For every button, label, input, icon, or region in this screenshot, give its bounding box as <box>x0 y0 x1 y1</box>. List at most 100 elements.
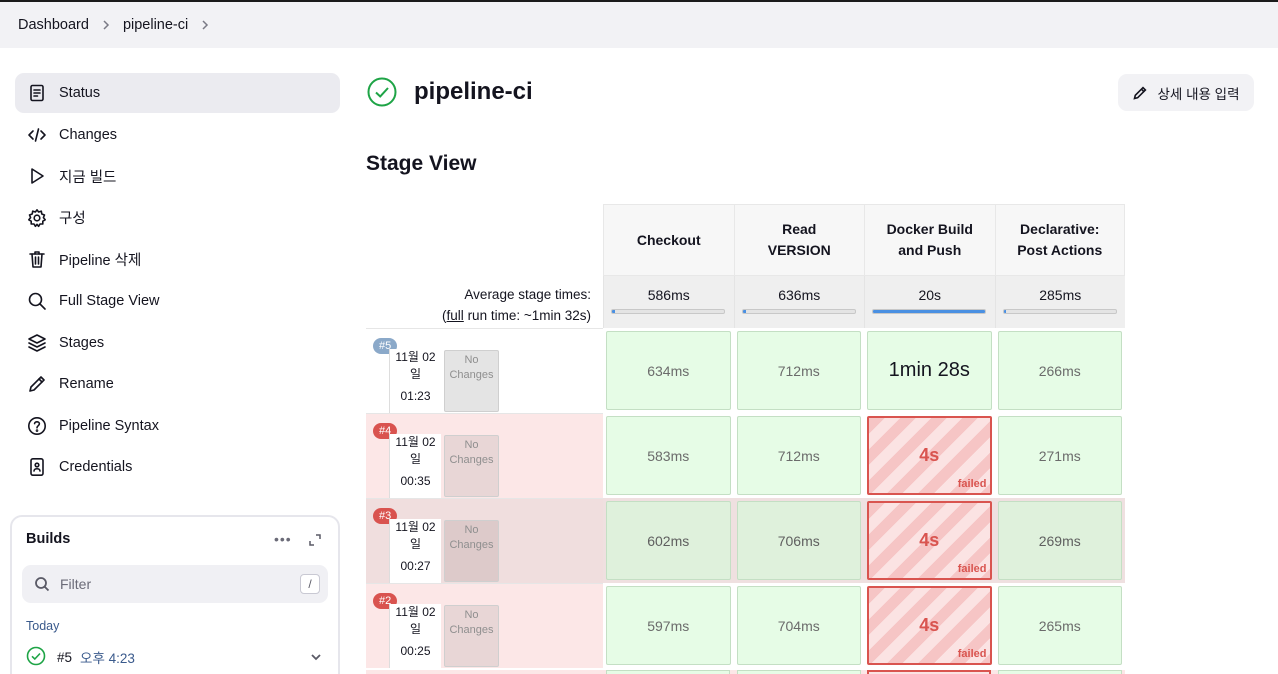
stage-cell[interactable]: 704ms <box>734 583 865 668</box>
stage-success-box[interactable]: 712ms <box>736 331 861 410</box>
layers-icon <box>27 333 47 353</box>
more-options-icon[interactable]: ••• <box>274 531 292 547</box>
stage-success-box[interactable]: 265ms <box>997 586 1122 665</box>
stage-success-box[interactable]: 602ms <box>606 501 731 580</box>
chevron-down-icon[interactable] <box>310 651 322 666</box>
stage-success-box[interactable]: 634ms <box>606 331 731 410</box>
stage-header-docker-build: Docker Build and Push <box>864 204 995 276</box>
builds-filter[interactable]: / <box>22 565 328 603</box>
average-time-value: 636ms <box>778 287 821 303</box>
stage-cell[interactable]: 634ms <box>603 328 734 413</box>
full-run-time-link[interactable]: full <box>446 308 464 323</box>
filter-input[interactable] <box>60 576 280 592</box>
stage-duration: 266ms <box>1038 362 1081 379</box>
sidebar-item-label: Credentials <box>59 459 133 476</box>
run-row: #2 11월 02 일 00:25 No Changes 597ms 704ms 4s faile… <box>366 583 1126 668</box>
run-date: 11월 02 일 01:23 <box>389 349 441 413</box>
run-changes[interactable]: No Changes <box>444 350 499 412</box>
average-time-value: 586ms <box>647 287 690 303</box>
expand-icon[interactable] <box>307 532 323 548</box>
stage-duration: 1min 28s <box>888 359 970 381</box>
run-changes[interactable]: No Changes <box>444 435 499 497</box>
average-time-value: 285ms <box>1039 287 1082 303</box>
sidebar-item-rename[interactable]: Rename <box>15 364 340 404</box>
next-run-row-partial <box>366 670 1125 674</box>
stage-success-box[interactable]: 269ms <box>997 501 1122 580</box>
stage-failed-box[interactable]: 4s failed <box>867 416 992 495</box>
trash-icon <box>27 249 47 269</box>
stage-cell[interactable]: 706ms <box>734 498 865 583</box>
stage-cell[interactable]: 266ms <box>995 328 1126 413</box>
builds-title: Builds <box>26 531 71 547</box>
play-icon <box>27 166 47 186</box>
average-time-bar-fill <box>742 310 746 313</box>
stage-duration: 4s <box>919 445 940 465</box>
stage-success-box[interactable]: 704ms <box>736 586 861 665</box>
build-time: 오후 4:23 <box>80 651 135 666</box>
run-date-text: 11월 02 일 <box>395 350 436 381</box>
sidebar: Status Changes 지금 빌드 구성 Pipeline 삭제 Full… <box>15 73 340 489</box>
sidebar-item-stages[interactable]: Stages <box>15 323 340 363</box>
run-changes[interactable]: No Changes <box>444 605 499 667</box>
chevron-right-icon[interactable] <box>200 20 210 30</box>
sidebar-item-changes[interactable]: Changes <box>15 115 340 155</box>
sidebar-item-label: Status <box>59 85 101 101</box>
stage-failed-box[interactable]: 4s failed <box>867 501 992 580</box>
stage-cell[interactable]: 4s failed <box>864 583 995 668</box>
sidebar-item-label: Stages <box>59 334 105 351</box>
average-time-bar <box>1002 309 1117 314</box>
sidebar-item-credentials[interactable]: Credentials <box>15 447 340 487</box>
stage-failed-box[interactable]: 4s failed <box>867 586 992 665</box>
failed-tag: failed <box>957 648 987 660</box>
stage-success-box[interactable]: 1min 28s <box>867 331 992 410</box>
stage-cell[interactable]: 712ms <box>734 328 865 413</box>
stage-cell[interactable]: 265ms <box>995 583 1126 668</box>
stage-view-table: Checkout Read VERSION Docker Build and Pus… <box>366 204 1126 674</box>
sidebar-item-delete-pipeline[interactable]: Pipeline 삭제 <box>15 239 340 279</box>
full-run-time-text: run time: ~1min 32s) <box>463 308 591 323</box>
stage-success-box[interactable]: 706ms <box>736 501 861 580</box>
chevron-right-icon[interactable] <box>101 20 111 30</box>
stage-success-box[interactable]: 266ms <box>997 331 1122 410</box>
stage-cell[interactable]: 271ms <box>995 413 1126 498</box>
breadcrumb-dashboard[interactable]: Dashboard <box>18 17 89 33</box>
stage-cell[interactable]: 4s failed <box>864 413 995 498</box>
search-icon <box>27 291 47 311</box>
failed-tag: failed <box>957 563 987 575</box>
sidebar-item-pipeline-syntax[interactable]: Pipeline Syntax <box>15 406 340 446</box>
stage-duration: 265ms <box>1038 617 1081 634</box>
sidebar-item-full-stage-view[interactable]: Full Stage View <box>15 281 340 321</box>
stage-cell[interactable]: 583ms <box>603 413 734 498</box>
stage-cell[interactable]: 269ms <box>995 498 1126 583</box>
build-number[interactable]: #5 <box>57 649 73 665</box>
pencil-icon <box>27 374 47 394</box>
stage-cell[interactable]: 712ms <box>734 413 865 498</box>
stage-success-box[interactable]: 271ms <box>997 416 1122 495</box>
success-check-icon <box>26 646 46 669</box>
run-time-text: 00:35 <box>400 474 431 488</box>
sidebar-item-label: Pipeline Syntax <box>59 417 159 434</box>
breadcrumb-pipeline-ci[interactable]: pipeline-ci <box>122 17 189 33</box>
builds-panel: Builds ••• / Today #5 오후 4:23 <box>10 515 340 674</box>
stage-cell[interactable]: 1min 28s <box>864 328 995 413</box>
sidebar-item-status[interactable]: Status <box>15 73 340 113</box>
sidebar-item-configure[interactable]: 구성 <box>15 198 340 238</box>
edit-description-button[interactable]: 상세 내용 입력 <box>1118 74 1254 111</box>
run-date: 11월 02 일 00:27 <box>389 519 441 583</box>
sidebar-item-label: Pipeline 삭제 <box>59 252 142 269</box>
gear-icon <box>27 208 47 228</box>
success-status-icon <box>367 77 397 107</box>
document-icon <box>27 83 47 103</box>
stage-cell[interactable]: 597ms <box>603 583 734 668</box>
run-changes[interactable]: No Changes <box>444 520 499 582</box>
stage-success-box[interactable]: 583ms <box>606 416 731 495</box>
stage-success-box[interactable]: 712ms <box>736 416 861 495</box>
stage-duration: 4s <box>919 530 940 550</box>
stage-cell[interactable]: 4s failed <box>864 498 995 583</box>
sidebar-item-build-now[interactable]: 지금 빌드 <box>15 156 340 196</box>
build-list-item[interactable]: #5 오후 4:23 <box>26 646 326 668</box>
stage-cell[interactable]: 602ms <box>603 498 734 583</box>
page-title: pipeline-ci <box>414 78 533 105</box>
stage-success-box[interactable]: 597ms <box>606 586 731 665</box>
stage-duration: 712ms <box>777 362 820 379</box>
